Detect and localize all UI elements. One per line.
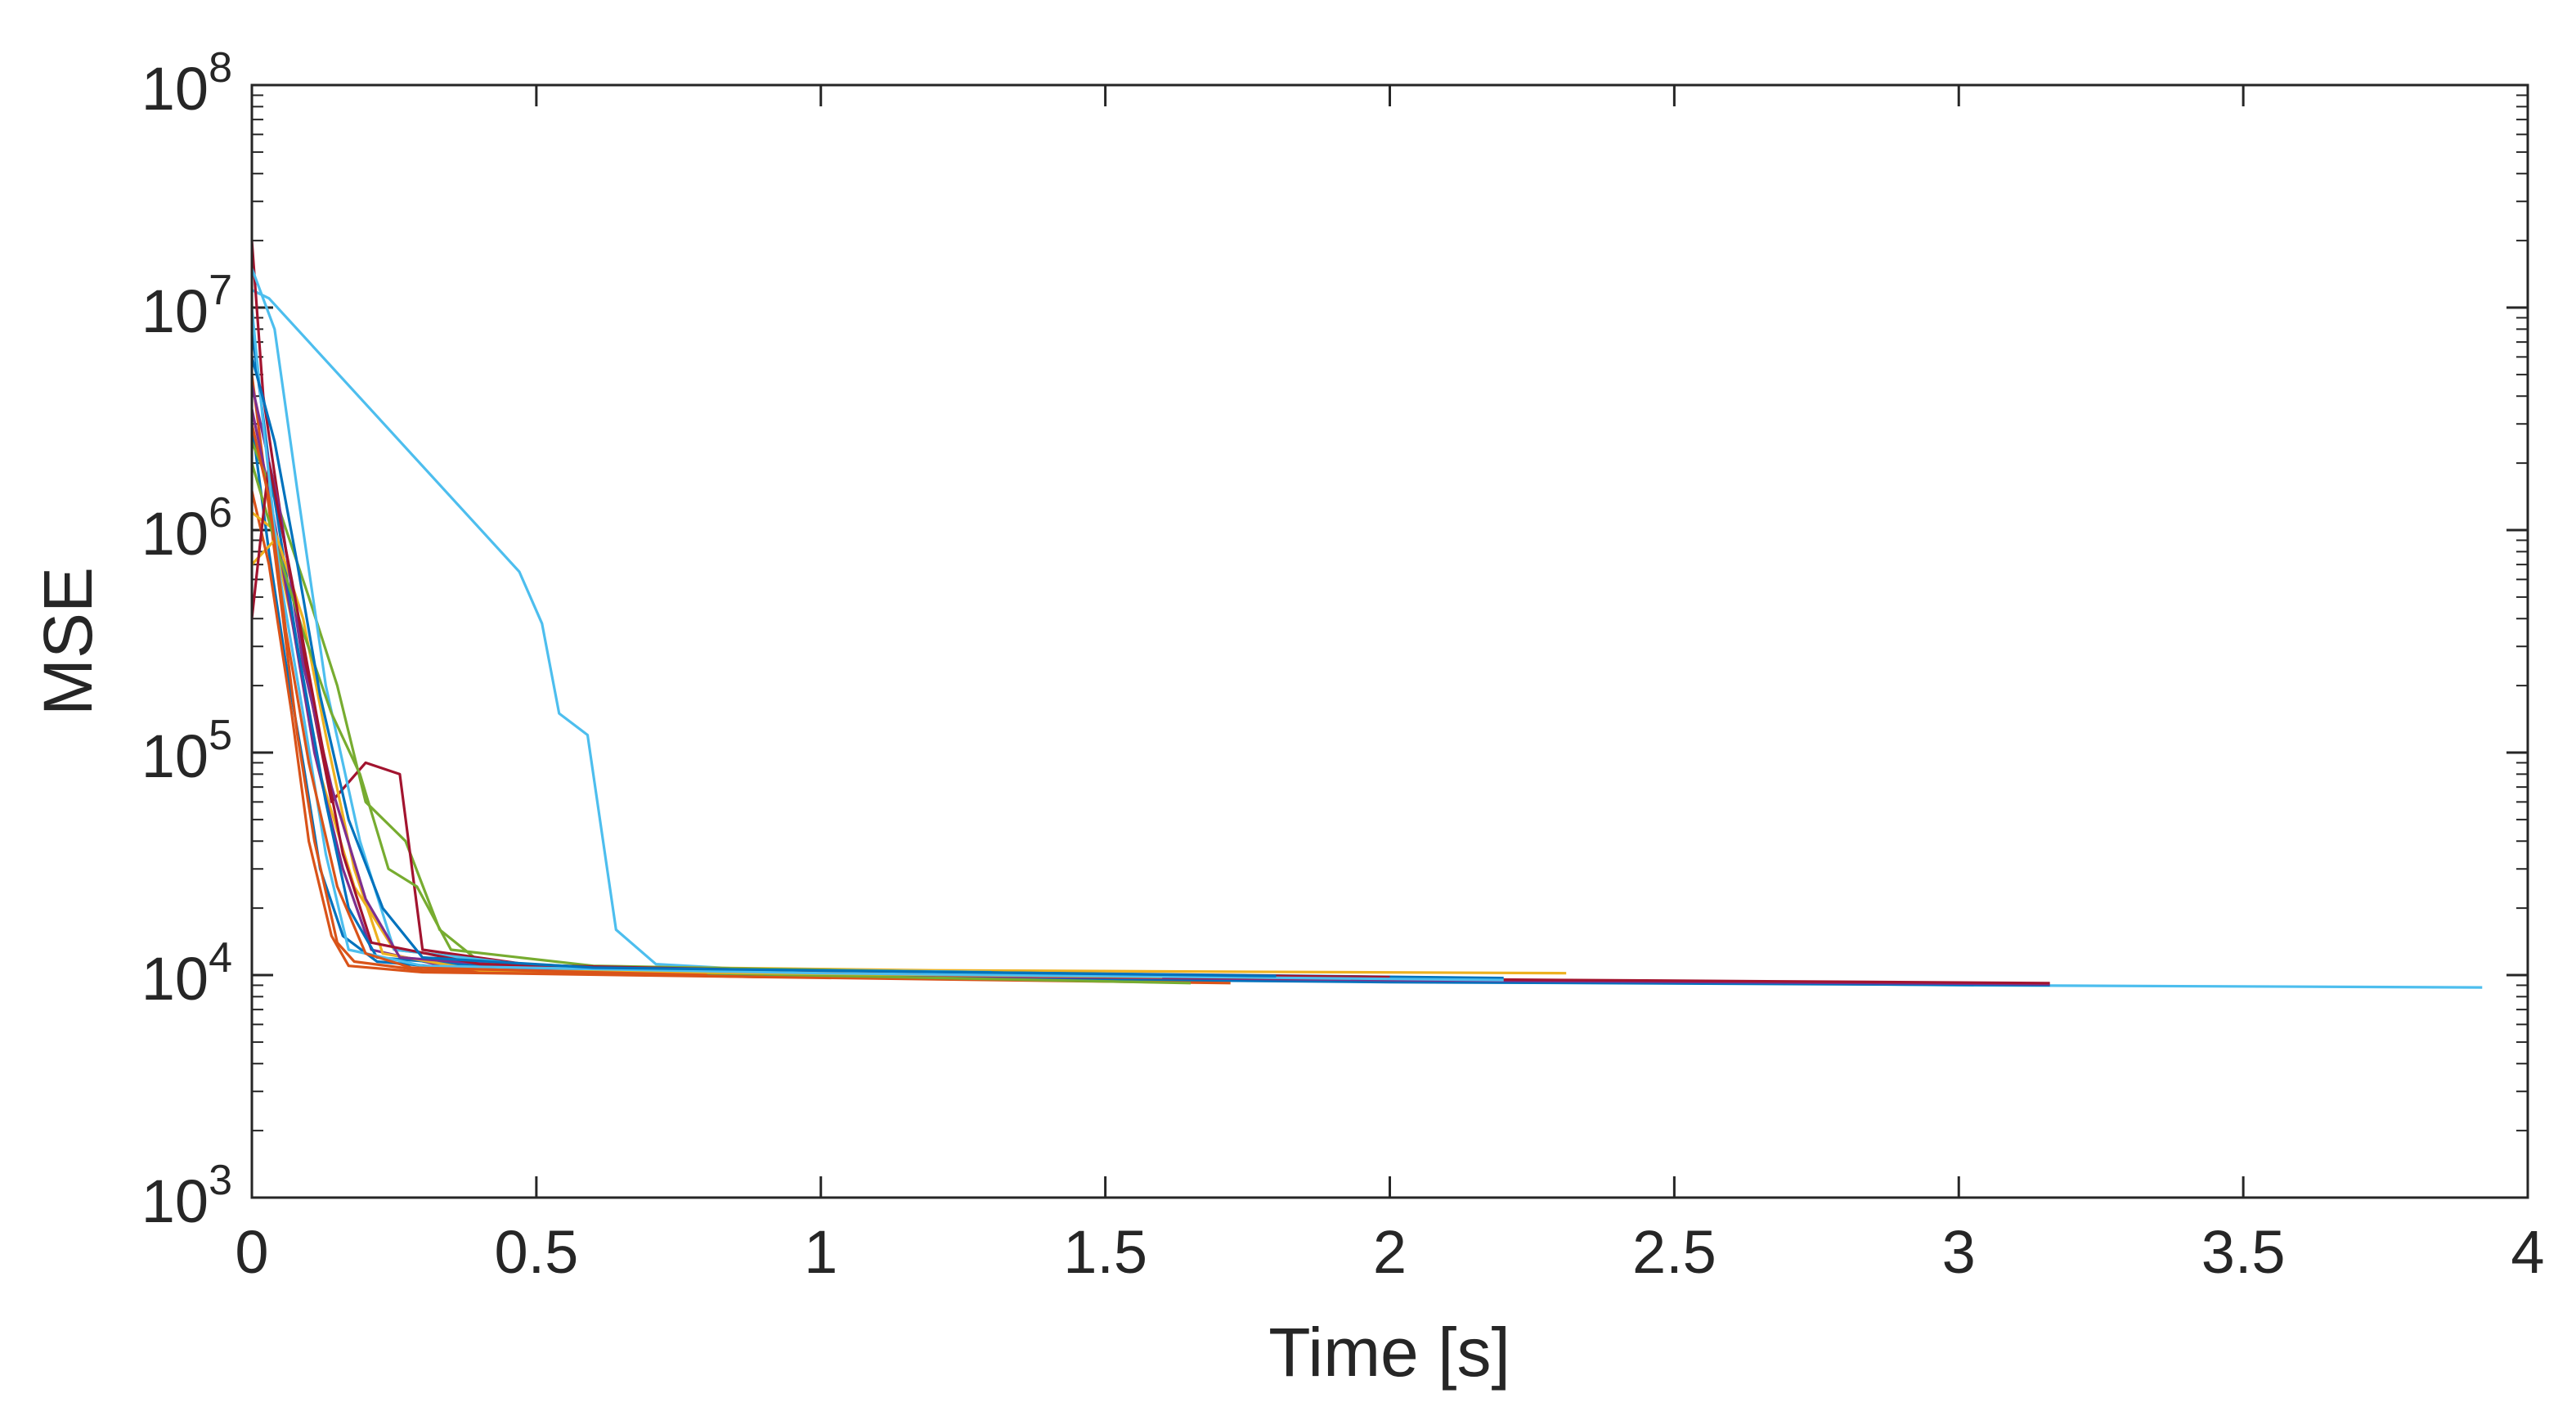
series-layer <box>250 240 2483 989</box>
series-line-10 <box>250 490 765 978</box>
x-tick-labels: 0 0.5 1 1.5 2 2.5 3 3.5 4 <box>235 1218 2544 1286</box>
y-tick-label: 105 <box>141 712 232 790</box>
x-tick-label: 2 <box>1373 1218 1407 1286</box>
y-tick-label: 107 <box>141 267 232 345</box>
plot-background <box>252 85 2528 1198</box>
y-tick-label: 106 <box>141 489 232 568</box>
y-tick-label: 108 <box>141 44 232 123</box>
x-tick-label: 0 <box>235 1218 268 1286</box>
series-line-15 <box>250 307 1504 982</box>
y-tick-label: 104 <box>141 934 232 1013</box>
x-tick-label: 1 <box>804 1218 837 1286</box>
y-axis-label: MSE <box>29 567 106 716</box>
x-tick-label: 0.5 <box>494 1218 578 1286</box>
x-axis-label: Time [s] <box>1268 1314 1510 1391</box>
x-tick-label: 1.5 <box>1063 1218 1147 1286</box>
y-tick-labels: 103 104 105 106 107 108 <box>141 44 232 1235</box>
x-tick-label: 3.5 <box>2201 1218 2286 1286</box>
x-tick-label: 3 <box>1942 1218 1976 1286</box>
plot-frame <box>250 83 2529 1199</box>
x-tick-label: 2.5 <box>1632 1218 1717 1286</box>
series-line-16 <box>250 356 1277 978</box>
x-tick-label: 4 <box>2511 1218 2544 1286</box>
series-line-13 <box>250 462 1049 976</box>
series-line-17 <box>250 423 707 977</box>
y-tick-label: 103 <box>141 1157 232 1235</box>
